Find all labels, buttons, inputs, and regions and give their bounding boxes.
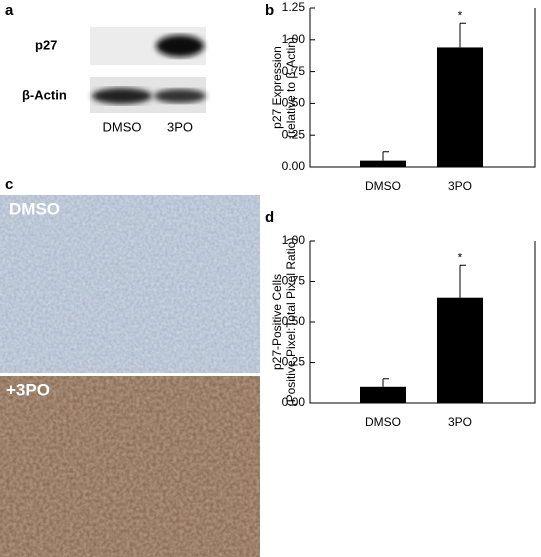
y-tick-label: 1.25 [282, 0, 306, 14]
bar [437, 297, 483, 403]
y-axis-label: p27 Expression [270, 46, 284, 129]
image-label: +3PO [6, 380, 50, 399]
y-tick-label: 0.00 [282, 159, 306, 173]
error-bar [382, 151, 389, 161]
y-axis-label: (relative to β-Actin) [284, 37, 298, 138]
bar [360, 386, 406, 403]
y-tick-label: 0.50 [282, 314, 306, 328]
micrograph-texture [0, 376, 260, 557]
y-tick-label: 0.75 [282, 274, 306, 288]
micrograph-texture [0, 195, 260, 373]
image-label: DMSO [9, 199, 60, 218]
annotation: * [458, 8, 463, 22]
blot-row-label: p27 [35, 37, 57, 52]
y-axis-label: p27-Positive Cells [270, 274, 284, 370]
panel-letter: c [5, 176, 13, 193]
error-bar [459, 22, 466, 48]
axis [309, 241, 536, 404]
x-tick-label: 3PO [448, 179, 472, 193]
error-bar [459, 264, 466, 298]
y-tick-label: 0.25 [282, 127, 306, 141]
bar [437, 47, 483, 167]
x-tick-label: DMSO [365, 179, 401, 193]
blot-band [92, 88, 152, 104]
blot-lane-label: 3PO [167, 119, 193, 134]
y-tick-label: 0.50 [282, 96, 306, 110]
blot-row-label: β-Actin [22, 87, 67, 102]
blot-band [154, 89, 206, 103]
y-tick-label: 0.75 [282, 64, 306, 78]
bar [360, 160, 406, 167]
blot-lane-label: DMSO [103, 119, 142, 134]
panel-letter: d [265, 209, 274, 226]
axis [309, 8, 536, 168]
y-axis-label: (Positive Pixel:Total Pixel Ratio) [284, 238, 298, 407]
blot-band [156, 35, 204, 57]
error-bar [382, 378, 389, 387]
x-tick-label: 3PO [448, 415, 472, 429]
y-tick-label: 0.00 [282, 395, 306, 409]
panel-letter: a [5, 2, 14, 19]
annotation: * [458, 250, 463, 264]
y-tick-label: 1.00 [282, 233, 306, 247]
x-tick-label: DMSO [365, 415, 401, 429]
panel-letter: b [265, 2, 274, 19]
y-tick-label: 1.00 [282, 32, 306, 46]
y-tick-label: 0.25 [282, 355, 306, 369]
